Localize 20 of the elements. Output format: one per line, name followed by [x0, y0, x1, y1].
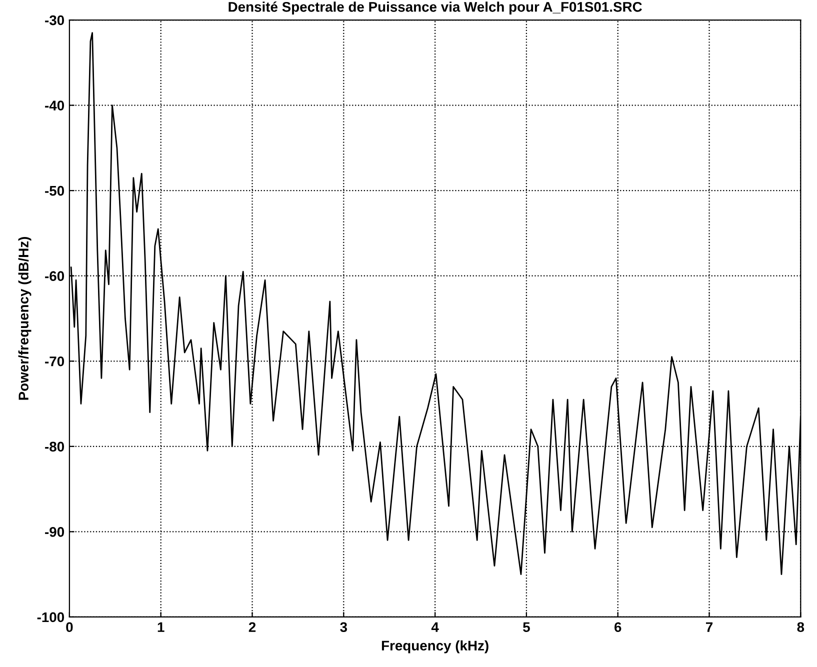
y-tick-label: -90: [45, 527, 64, 537]
y-tick-label: -100: [37, 612, 64, 622]
x-tick-label: 7: [706, 622, 713, 632]
x-tick-label: 0: [66, 622, 73, 632]
x-tick-label: 8: [797, 622, 804, 632]
y-tick-label: -60: [45, 271, 64, 282]
x-tick-label: 1: [158, 622, 164, 632]
y-tick-label: -50: [45, 186, 64, 196]
y-axis-title: Power/frequency (dB/Hz): [18, 236, 32, 400]
x-tick-label: 5: [523, 622, 530, 632]
y-tick-label: -80: [45, 442, 64, 452]
y-tick-label: -30: [45, 15, 64, 26]
x-tick-label: 4: [431, 622, 439, 632]
x-tick-label: 6: [614, 622, 622, 632]
x-axis-title: Frequency (kHz): [382, 640, 488, 654]
y-tick-label: -40: [45, 100, 64, 110]
x-tick-label: 2: [248, 622, 256, 632]
x-tick-label: 3: [340, 622, 348, 632]
y-tick-label: -70: [45, 356, 64, 366]
chart-title: Densité Spectrale de Puissance via Welch pour A_F01S01.SRC: [228, 1, 642, 15]
